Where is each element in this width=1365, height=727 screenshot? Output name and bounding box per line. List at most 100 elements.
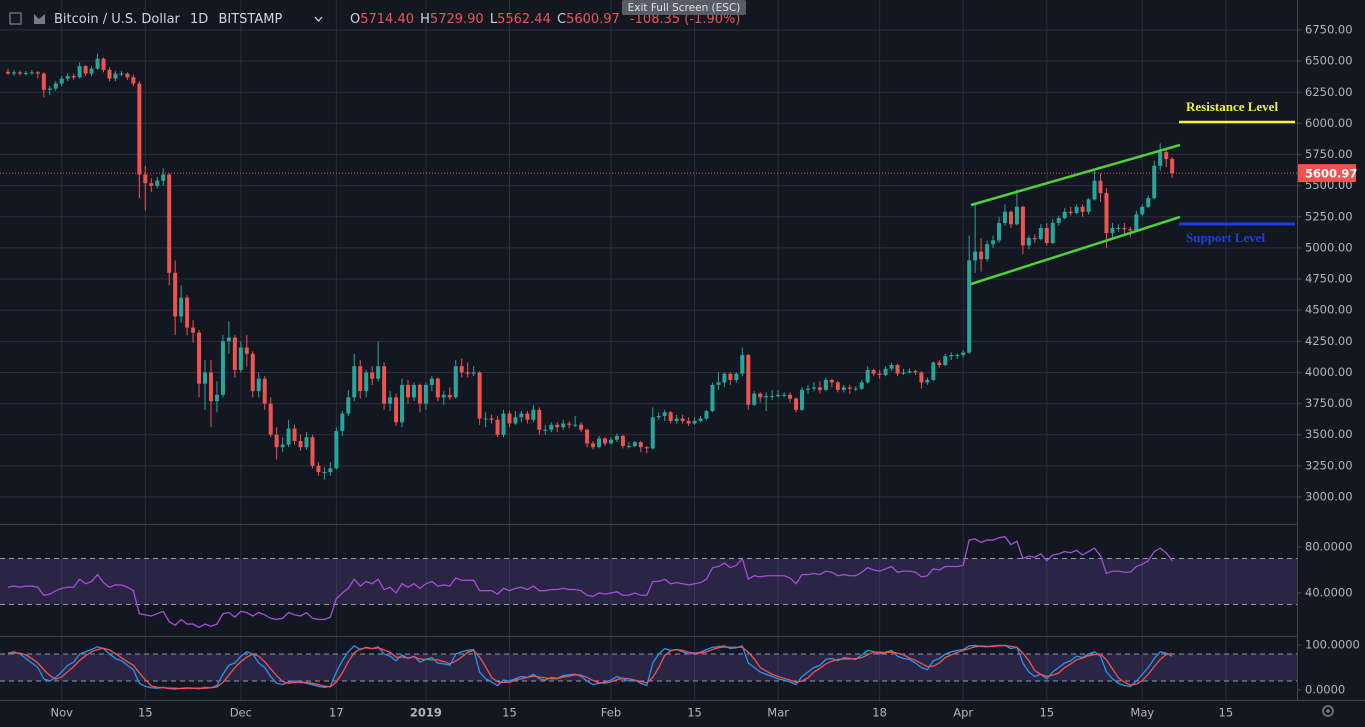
candle-body xyxy=(232,337,237,370)
candle-body xyxy=(680,418,685,422)
candle-body xyxy=(704,411,709,419)
candle-body xyxy=(585,429,590,444)
candle-body xyxy=(752,393,757,405)
candle-body xyxy=(131,77,136,84)
candle-body xyxy=(734,373,739,380)
candle-body xyxy=(262,378,267,404)
candle-body xyxy=(1092,180,1097,200)
candle-body xyxy=(1128,229,1133,231)
candle-body xyxy=(65,76,70,79)
candle-body xyxy=(6,71,10,74)
candle-body xyxy=(1062,211,1067,219)
candle-body xyxy=(489,418,494,420)
candle-body xyxy=(943,356,948,365)
candle-body xyxy=(256,378,261,392)
candle-body xyxy=(865,369,870,383)
icon-caret[interactable] xyxy=(314,16,323,22)
candle-body xyxy=(573,424,578,426)
candle-body xyxy=(967,260,972,353)
candle-body xyxy=(429,378,434,385)
candle-body xyxy=(698,418,703,422)
candle-body xyxy=(985,244,990,260)
candle-body xyxy=(961,352,966,356)
candle-body xyxy=(991,240,996,245)
candle-body xyxy=(722,373,727,383)
candle-body xyxy=(1146,198,1151,207)
candle-body xyxy=(1152,165,1157,199)
candle-body xyxy=(1158,152,1163,166)
candle-body xyxy=(465,372,470,374)
candle-body xyxy=(280,444,285,448)
y-tick-label: 100.0000 xyxy=(1305,638,1360,652)
candle-body xyxy=(47,88,52,90)
candle-body xyxy=(507,413,512,424)
candle-body xyxy=(346,397,351,414)
candle-body xyxy=(459,366,464,373)
candle-body xyxy=(447,394,452,398)
x-tick-label: 2019 xyxy=(410,706,442,720)
ohlc-key: C xyxy=(557,12,566,27)
candle-body xyxy=(95,58,100,69)
x-tick-label: Apr xyxy=(953,706,973,720)
icon-settings[interactable] xyxy=(1322,705,1334,717)
candle-body xyxy=(11,72,16,74)
candle-body xyxy=(382,366,387,404)
candle-body xyxy=(955,355,960,357)
icon-collapse[interactable] xyxy=(9,12,22,25)
candle-body xyxy=(519,413,524,418)
candle-body xyxy=(400,384,405,423)
candle-body xyxy=(226,337,231,342)
ohlc-key: L xyxy=(490,12,498,27)
candle-body xyxy=(29,72,34,74)
candle-body xyxy=(352,366,357,398)
candle-body xyxy=(555,424,560,428)
candle-body xyxy=(1044,228,1049,243)
y-tick-label: 5250.00 xyxy=(1305,209,1353,223)
candle-body xyxy=(388,397,393,404)
ohlc-value: 5600.97 xyxy=(566,12,620,27)
candle-body xyxy=(883,368,888,375)
y-tick-label: 4000.00 xyxy=(1305,365,1353,379)
candle-body xyxy=(334,430,339,469)
candle-body xyxy=(250,353,255,392)
candle-body xyxy=(1056,218,1061,224)
candle-body xyxy=(626,445,631,447)
candle-body xyxy=(71,76,76,78)
x-tick-label: Dec xyxy=(230,706,252,720)
candle-body xyxy=(1116,228,1121,230)
candle-body xyxy=(913,371,918,373)
candle-body xyxy=(179,297,184,317)
candle-body xyxy=(203,372,208,384)
candle-body xyxy=(829,379,834,383)
candle-body xyxy=(591,443,596,448)
candle-body xyxy=(358,366,363,392)
candle-body xyxy=(859,382,864,389)
candle-body xyxy=(841,387,846,390)
candle-body xyxy=(644,447,649,449)
candle-body xyxy=(1026,237,1031,246)
candle-body xyxy=(405,384,410,398)
candle-body xyxy=(632,442,637,446)
candle-body xyxy=(1122,228,1127,230)
candle-body xyxy=(441,394,446,398)
candle-body xyxy=(35,72,40,74)
y-tick-label: 3500.00 xyxy=(1305,427,1353,441)
candle-body xyxy=(901,372,906,374)
icon-symbol[interactable] xyxy=(34,14,45,24)
candle-body xyxy=(197,332,202,384)
candle-body xyxy=(495,419,500,435)
y-tick-label: 6000.00 xyxy=(1305,116,1353,130)
candle-body xyxy=(925,379,930,383)
candle-body xyxy=(805,388,810,390)
candle-body xyxy=(1164,152,1169,159)
candle-body xyxy=(1032,237,1037,240)
candle-body xyxy=(895,364,900,374)
x-tick-label: 15 xyxy=(1039,706,1054,720)
candle-body xyxy=(1098,180,1103,194)
candle-body xyxy=(525,413,530,420)
tooltip-box xyxy=(622,0,746,15)
x-tick-label: Mar xyxy=(767,706,789,720)
candle-body xyxy=(238,347,243,370)
candle-body xyxy=(662,412,667,417)
